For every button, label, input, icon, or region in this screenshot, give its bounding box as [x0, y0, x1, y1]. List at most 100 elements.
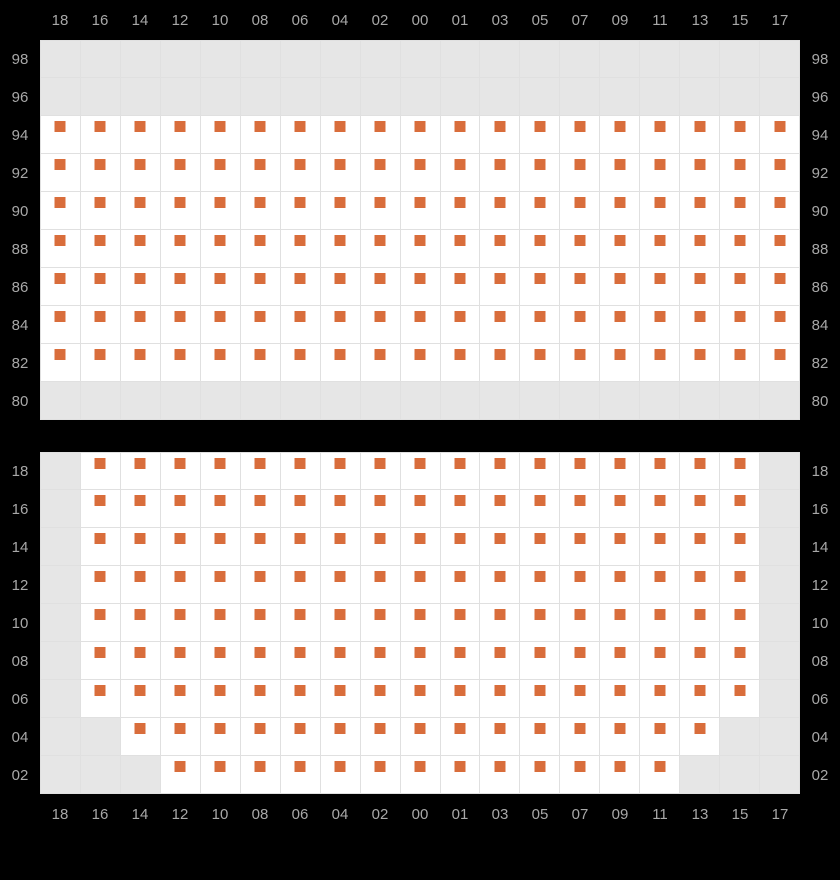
seat-cell[interactable]	[81, 642, 121, 680]
seat-cell[interactable]	[361, 452, 401, 490]
seat-cell[interactable]	[520, 268, 560, 306]
seat-cell[interactable]	[121, 566, 161, 604]
seat-cell[interactable]	[241, 756, 281, 794]
seat-cell[interactable]	[600, 268, 640, 306]
seat-cell[interactable]	[201, 452, 241, 490]
seat-cell[interactable]	[321, 154, 361, 192]
seat-cell[interactable]	[680, 642, 720, 680]
seat-cell[interactable]	[321, 192, 361, 230]
seat-cell[interactable]	[281, 490, 321, 528]
seat-cell[interactable]	[241, 680, 281, 718]
seat-cell[interactable]	[720, 154, 760, 192]
seat-cell[interactable]	[520, 680, 560, 718]
seat-cell[interactable]	[81, 604, 121, 642]
seat-cell[interactable]	[241, 490, 281, 528]
seat-cell[interactable]	[81, 490, 121, 528]
seat-cell[interactable]	[321, 604, 361, 642]
seat-cell[interactable]	[281, 718, 321, 756]
seat-cell[interactable]	[441, 306, 481, 344]
seat-cell[interactable]	[600, 528, 640, 566]
seat-cell[interactable]	[281, 566, 321, 604]
seat-cell[interactable]	[161, 154, 201, 192]
seat-cell[interactable]	[121, 192, 161, 230]
seat-cell[interactable]	[480, 192, 520, 230]
seat-cell[interactable]	[361, 192, 401, 230]
seat-cell[interactable]	[161, 306, 201, 344]
seat-cell[interactable]	[720, 268, 760, 306]
seat-cell[interactable]	[720, 566, 760, 604]
seat-cell[interactable]	[281, 268, 321, 306]
seat-cell[interactable]	[40, 306, 81, 344]
seat-cell[interactable]	[560, 452, 600, 490]
seat-cell[interactable]	[81, 566, 121, 604]
seat-cell[interactable]	[121, 116, 161, 154]
seat-cell[interactable]	[40, 230, 81, 268]
seat-cell[interactable]	[401, 490, 441, 528]
seat-cell[interactable]	[640, 268, 680, 306]
seat-cell[interactable]	[600, 192, 640, 230]
seat-cell[interactable]	[401, 230, 441, 268]
seat-cell[interactable]	[680, 604, 720, 642]
seat-cell[interactable]	[281, 192, 321, 230]
seat-cell[interactable]	[441, 756, 481, 794]
seat-cell[interactable]	[640, 528, 680, 566]
seat-cell[interactable]	[520, 566, 560, 604]
seat-cell[interactable]	[441, 642, 481, 680]
seat-cell[interactable]	[560, 604, 600, 642]
seat-cell[interactable]	[321, 680, 361, 718]
seat-cell[interactable]	[201, 642, 241, 680]
seat-cell[interactable]	[81, 116, 121, 154]
seat-cell[interactable]	[201, 756, 241, 794]
seat-cell[interactable]	[241, 452, 281, 490]
seat-cell[interactable]	[441, 718, 481, 756]
seat-cell[interactable]	[281, 344, 321, 382]
seat-cell[interactable]	[401, 154, 441, 192]
seat-cell[interactable]	[480, 718, 520, 756]
seat-cell[interactable]	[640, 116, 680, 154]
seat-cell[interactable]	[680, 680, 720, 718]
seat-cell[interactable]	[640, 452, 680, 490]
seat-cell[interactable]	[640, 192, 680, 230]
seat-cell[interactable]	[480, 566, 520, 604]
seat-cell[interactable]	[81, 528, 121, 566]
seat-cell[interactable]	[560, 344, 600, 382]
seat-cell[interactable]	[121, 642, 161, 680]
seat-cell[interactable]	[680, 490, 720, 528]
seat-cell[interactable]	[121, 154, 161, 192]
seat-cell[interactable]	[441, 528, 481, 566]
seat-cell[interactable]	[760, 192, 800, 230]
seat-cell[interactable]	[760, 154, 800, 192]
seat-cell[interactable]	[720, 230, 760, 268]
seat-cell[interactable]	[161, 116, 201, 154]
seat-cell[interactable]	[401, 306, 441, 344]
seat-cell[interactable]	[241, 528, 281, 566]
seat-cell[interactable]	[161, 230, 201, 268]
seat-cell[interactable]	[81, 452, 121, 490]
seat-cell[interactable]	[121, 528, 161, 566]
seat-cell[interactable]	[520, 154, 560, 192]
seat-cell[interactable]	[720, 490, 760, 528]
seat-cell[interactable]	[520, 116, 560, 154]
seat-cell[interactable]	[121, 344, 161, 382]
seat-cell[interactable]	[720, 192, 760, 230]
seat-cell[interactable]	[281, 306, 321, 344]
seat-cell[interactable]	[201, 192, 241, 230]
seat-cell[interactable]	[760, 306, 800, 344]
seat-cell[interactable]	[560, 642, 600, 680]
seat-cell[interactable]	[480, 452, 520, 490]
seat-cell[interactable]	[560, 268, 600, 306]
seat-cell[interactable]	[680, 452, 720, 490]
seat-cell[interactable]	[241, 344, 281, 382]
seat-cell[interactable]	[680, 306, 720, 344]
seat-cell[interactable]	[441, 230, 481, 268]
seat-cell[interactable]	[560, 306, 600, 344]
seat-cell[interactable]	[281, 756, 321, 794]
seat-cell[interactable]	[640, 604, 680, 642]
seat-cell[interactable]	[201, 344, 241, 382]
seat-cell[interactable]	[441, 344, 481, 382]
seat-cell[interactable]	[401, 192, 441, 230]
seat-cell[interactable]	[680, 192, 720, 230]
seat-cell[interactable]	[241, 604, 281, 642]
seat-cell[interactable]	[720, 344, 760, 382]
seat-cell[interactable]	[560, 680, 600, 718]
